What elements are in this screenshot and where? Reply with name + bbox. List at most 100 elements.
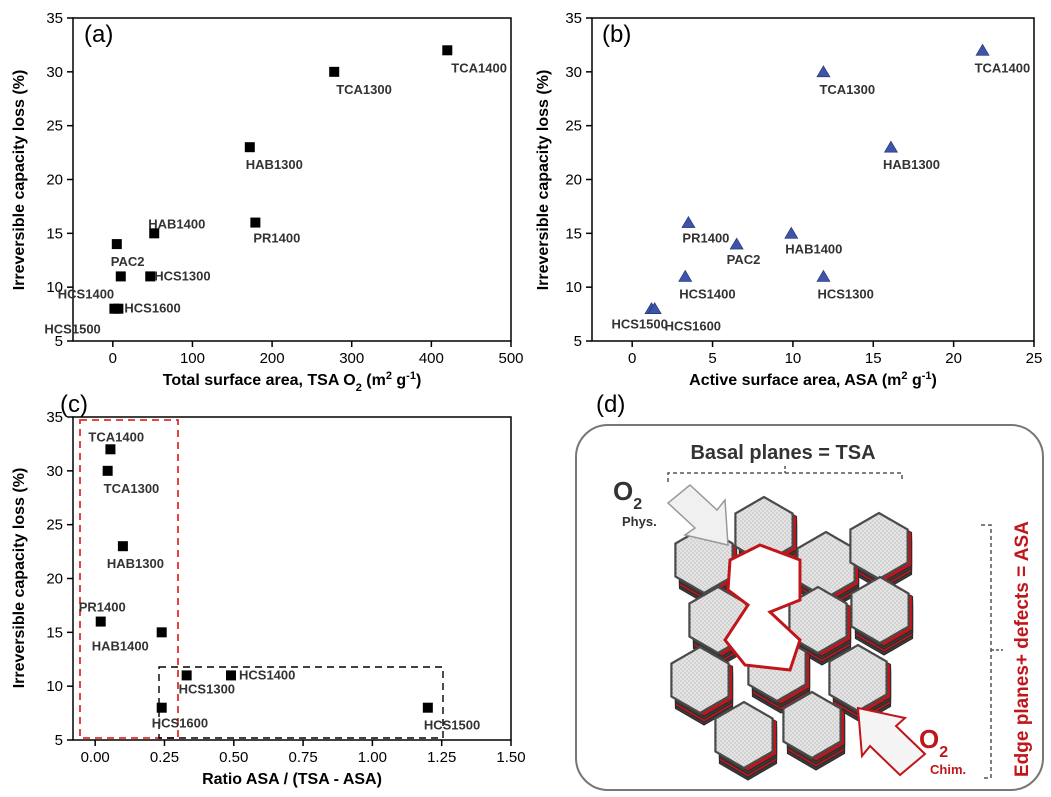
data-point-label: HCS1600 <box>124 301 180 316</box>
data-point-label: TCA1300 <box>336 82 392 97</box>
data-point-marker <box>109 303 120 314</box>
data-point-marker <box>729 237 744 250</box>
data-point-label: TCA1300 <box>104 481 160 496</box>
data-point-marker <box>329 66 340 77</box>
data-point-label: PR1400 <box>79 600 126 615</box>
graphene-hexagon <box>782 690 842 760</box>
data-point-label: TCA1400 <box>451 60 507 75</box>
data-point-marker <box>111 239 122 250</box>
data-point-label: HAB1400 <box>92 638 149 653</box>
data-point-label: HCS1400 <box>679 286 735 301</box>
x-tick-label: 0.75 <box>288 749 317 766</box>
graphene-hexagon <box>714 700 774 770</box>
o2-physisorption-arrow <box>666 484 729 546</box>
data-point-marker <box>422 702 433 713</box>
data-point-label: HCS1600 <box>665 319 721 334</box>
data-point-marker <box>784 226 799 239</box>
graphene-hexagon <box>850 575 910 645</box>
x-tick-label: 0.00 <box>81 749 110 766</box>
y-tick-label: 15 <box>565 225 582 242</box>
panel-c-x-axis-title: Ratio ASA / (TSA - ASA) <box>202 771 382 788</box>
o2-chim-label: O2 <box>919 724 948 761</box>
y-tick-label: 5 <box>574 333 582 350</box>
panel-c-frame <box>72 416 512 741</box>
panel-b-label: (b) <box>602 21 631 48</box>
edge-planes-bracket <box>981 524 992 779</box>
data-point-label: TCA1400 <box>88 429 144 444</box>
panel-a-x-axis-title: Total surface area, TSA O2 (m2 g-1) <box>163 370 422 394</box>
data-point-label: HCS1500 <box>44 322 100 337</box>
data-point-marker <box>156 627 167 638</box>
panel-b-x-axis-title: Active surface area, ASA (m2 g-1) <box>689 370 937 389</box>
data-point-marker <box>226 670 237 681</box>
data-point-marker <box>678 269 693 282</box>
y-tick-label: 10 <box>46 279 63 296</box>
data-point-label: HAB1300 <box>246 157 303 172</box>
panel-c-ticks: 0.00 0.25 0.50 0.75 1.00 1.25 1.50 5 10 15 20 25 30 3… <box>46 409 525 766</box>
x-tick-label: 0 <box>109 350 117 367</box>
data-point-marker <box>102 465 113 476</box>
panel-d-diagram: (d) Basal planes = TSA O2 Phys. O2 Chim.… <box>575 391 1044 791</box>
data-point-marker <box>816 269 831 282</box>
data-point-label: HAB1400 <box>148 216 205 231</box>
data-point-label: HCS1400 <box>239 667 295 682</box>
y-tick-label: 15 <box>46 225 63 242</box>
panel-b-y-axis-title: Irreversible capacity loss (%) <box>535 70 552 291</box>
x-tick-label: 1.25 <box>427 749 456 766</box>
panel-a-y-axis-title: Irreversible capacity loss (%) <box>11 70 28 291</box>
data-point-marker <box>816 65 831 78</box>
data-point-marker <box>181 670 192 681</box>
data-point-label: HAB1300 <box>107 556 164 571</box>
x-tick-label: 15 <box>865 350 882 367</box>
panel-c-chart: (c) 0.00 0.25 0.50 0.75 1.00 1.25 1.50 5 10 15 20 2… <box>11 391 526 788</box>
data-point-label: HCS1300 <box>154 268 210 283</box>
o2-chim-note: Chim. <box>930 762 966 777</box>
y-tick-label: 35 <box>46 409 63 426</box>
data-point-marker <box>115 271 126 282</box>
x-tick-label: 5 <box>708 350 716 367</box>
y-tick-label: 30 <box>565 64 582 81</box>
data-point-marker <box>145 271 156 282</box>
data-point-label: TCA1300 <box>819 82 875 97</box>
y-tick-label: 5 <box>55 732 63 749</box>
data-point-marker <box>442 45 453 56</box>
data-point-label: HCS1600 <box>152 716 208 731</box>
panel-b-points: TCA1400 TCA1300 HAB1300 PR1400 PAC2 HAB1400 HC… <box>611 43 1031 334</box>
data-point-label: HCS1500 <box>611 317 667 332</box>
data-point-label: HAB1400 <box>785 241 842 256</box>
o2-phys-label: O2 <box>613 476 642 513</box>
x-tick-label: 1.50 <box>496 749 525 766</box>
o2-phys-note: Phys. <box>622 514 657 529</box>
x-tick-label: 100 <box>180 350 205 367</box>
x-tick-label: 400 <box>419 350 444 367</box>
data-point-label: PR1400 <box>253 231 300 246</box>
data-point-label: PR1400 <box>682 231 729 246</box>
y-tick-label: 25 <box>565 118 582 135</box>
o2-chemisorption-arrow <box>856 706 927 777</box>
data-point-marker <box>647 302 662 315</box>
panel-b-chart: (b) 0 5 10 15 20 25 5 10 15 20 25 30 35 TCA1400 TCA13… <box>535 10 1042 389</box>
x-tick-label: 300 <box>339 350 364 367</box>
panel-a-points: TCA1400 TCA1300 HAB1300 PR1400 HAB1400 PAC2 HC… <box>44 45 507 337</box>
pore-defect <box>723 543 802 672</box>
panel-c-black-highlight-box <box>158 666 444 739</box>
y-tick-label: 20 <box>46 172 63 189</box>
panel-c-y-axis-title: Irreversible capacity loss (%) <box>11 468 28 689</box>
data-point-label: HCS1300 <box>179 681 235 696</box>
graphene-hexagon <box>670 645 730 715</box>
x-tick-label: 25 <box>1026 350 1043 367</box>
y-tick-label: 10 <box>565 279 582 296</box>
y-tick-label: 30 <box>46 64 63 81</box>
y-tick-label: 30 <box>46 463 63 480</box>
data-point-marker <box>95 616 106 627</box>
x-tick-label: 200 <box>260 350 285 367</box>
y-tick-label: 5 <box>55 333 63 350</box>
y-tick-label: 25 <box>46 118 63 135</box>
x-tick-label: 1.00 <box>358 749 387 766</box>
panel-c-red-highlight-box <box>79 419 179 739</box>
edge-planes-label: Edge planes+ defects = ASA <box>1012 521 1033 777</box>
panel-a-frame <box>72 17 512 342</box>
x-tick-label: 0 <box>628 350 636 367</box>
data-point-marker <box>883 140 898 153</box>
data-point-label: TCA1400 <box>975 60 1031 75</box>
